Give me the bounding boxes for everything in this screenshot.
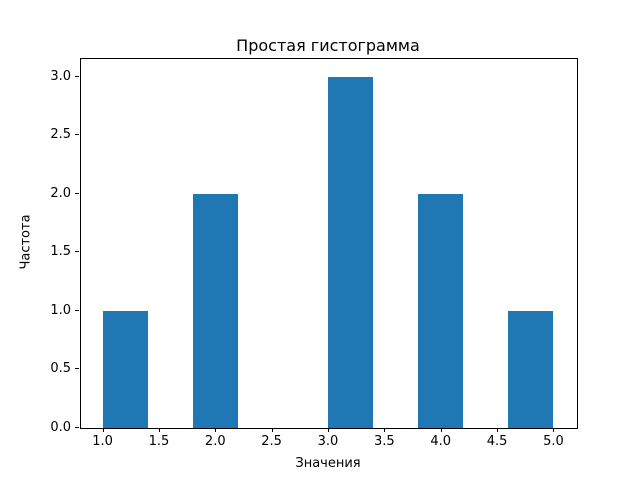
- plot-area: [80, 58, 578, 429]
- x-tick-label: 2.5: [261, 434, 282, 449]
- y-axis-label: Частота: [18, 214, 34, 270]
- x-tick-mark: [328, 428, 329, 432]
- y-tick-mark: [75, 134, 79, 136]
- y-tick-label: 1.0: [50, 302, 71, 318]
- histogram-bar: [508, 310, 554, 428]
- x-tick-mark: [102, 428, 104, 432]
- histogram-bar: [328, 76, 374, 428]
- y-tick-label: 0.0: [50, 420, 71, 435]
- y-tick-label: 3.0: [50, 68, 71, 84]
- x-tick-mark: [158, 428, 160, 432]
- x-tick-label: 1.0: [92, 434, 113, 449]
- x-tick-label: 5.0: [543, 434, 564, 449]
- x-tick-label: 3.0: [317, 434, 339, 449]
- x-tick-label: 4.0: [430, 434, 452, 449]
- y-tick-label: 0.5: [50, 361, 71, 377]
- x-tick-label: 2.0: [204, 434, 226, 449]
- x-tick-mark: [384, 428, 386, 432]
- y-tick-mark: [75, 427, 79, 428]
- y-tick-label: 1.5: [50, 244, 71, 260]
- x-axis-label: Значения: [295, 456, 361, 471]
- histogram-bar: [192, 193, 238, 428]
- chart-title: Простая гистограмма: [236, 36, 420, 55]
- y-tick-mark: [75, 75, 79, 77]
- x-tick-mark: [553, 428, 555, 432]
- y-tick-mark: [75, 251, 79, 253]
- x-tick-mark: [440, 428, 442, 432]
- y-tick-label: 2.5: [50, 127, 71, 143]
- histogram-bar: [418, 193, 464, 428]
- y-tick-mark: [75, 309, 79, 311]
- x-tick-label: 3.5: [374, 434, 395, 449]
- histogram-bar: [102, 310, 148, 428]
- x-tick-mark: [215, 428, 217, 432]
- y-tick-mark: [75, 192, 79, 194]
- x-tick-mark: [497, 428, 499, 432]
- x-tick-label: 1.5: [148, 434, 170, 449]
- y-tick-label: 2.0: [50, 185, 71, 201]
- x-tick-label: 4.5: [486, 434, 508, 449]
- x-tick-mark: [271, 428, 273, 432]
- y-tick-mark: [75, 368, 79, 370]
